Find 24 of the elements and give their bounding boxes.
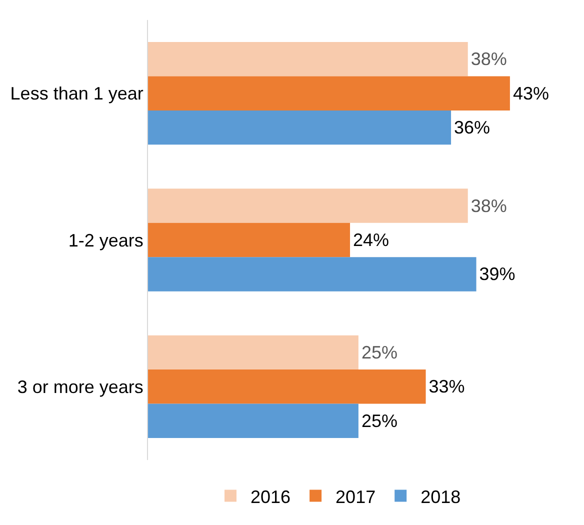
legend-label: 2016 (250, 486, 291, 507)
data-label: 43% (512, 83, 549, 104)
bar (148, 404, 358, 438)
bar (148, 42, 468, 76)
bar (148, 257, 476, 292)
y-tick-label: 1-2 years (68, 230, 144, 250)
data-label: 38% (470, 196, 507, 216)
data-label: 33% (428, 376, 465, 397)
bar (148, 335, 358, 370)
data-label: 25% (361, 410, 398, 431)
bar (148, 76, 510, 110)
data-label: 36% (454, 118, 490, 138)
y-tick-label: 3 or more years (17, 376, 144, 397)
legend-label: 2017 (336, 486, 376, 507)
bar (148, 188, 468, 223)
legend-label: 2018 (420, 486, 461, 507)
data-label: 38% (470, 49, 507, 70)
data-label: 39% (479, 264, 516, 284)
data-label: 24% (353, 230, 390, 250)
bar (148, 370, 426, 404)
y-tick-label: Less than 1 year (10, 84, 144, 104)
bar (148, 222, 350, 258)
bar (148, 110, 452, 145)
data-label: 25% (361, 342, 398, 362)
